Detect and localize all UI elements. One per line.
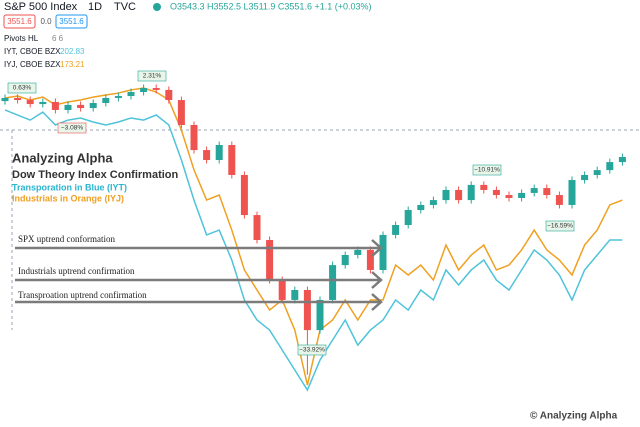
candle-body [618,157,626,163]
candle-body [429,200,437,205]
candle-body [530,188,538,193]
candle-body [89,103,97,109]
arrow [15,271,383,289]
candle-body [266,239,274,281]
pivot-label: −16.59% [547,223,573,230]
indicator-name: IYT, CBOE BZX [4,47,61,56]
candle-body [51,101,59,110]
arrow-label: Transproation uptrend confirmation [18,290,147,300]
candle-body [253,215,261,240]
candle-body [152,88,160,90]
note: Transporation in Blue (IYT) [12,182,127,192]
arrow [15,293,383,311]
candle-body [127,92,135,97]
candle-body [417,204,425,211]
arrow-label: SPX uptrend conformation [18,234,115,244]
candle-body [14,97,22,101]
candle-body [505,195,513,198]
status-dot [153,3,161,11]
candle-body [392,225,400,235]
candle-body [555,195,563,205]
symbol: S&P 500 Index [4,1,78,13]
source: TVC [114,1,136,13]
line-series [4,109,623,392]
sell-price[interactable]: 3551.6 [7,17,32,26]
pivot-label: 2.31% [143,73,162,80]
interval: 1D [88,1,102,13]
candle-body [177,100,185,125]
candle-body [190,124,198,151]
footer: © Analyzing Alpha [530,411,618,422]
candle-body [354,249,362,255]
candle-body [581,174,589,181]
pivot-box [137,70,167,82]
candle-body [316,299,324,331]
indicator-name: Pivots HL [4,34,39,43]
candle-body [379,234,387,270]
candle-body [291,290,299,300]
chart-title: Analyzing Alpha [12,150,113,165]
candle-body [467,184,475,201]
buy-button[interactable] [55,14,88,29]
candle-body [543,188,551,196]
buy-price[interactable]: 3551.6 [59,17,84,26]
candle-body [303,290,311,331]
candle-body [165,89,173,101]
sell-button[interactable] [3,14,36,29]
candle-body [278,280,286,300]
candle-body [606,162,614,171]
line-series [4,87,623,386]
pivot-box [7,82,37,94]
indicator-value: 6 6 [52,34,64,43]
pivot-box [545,220,575,232]
candle-body [518,192,526,198]
arrow [15,239,383,257]
candle-body [39,101,47,105]
candle-body [1,97,9,102]
candle-body [77,104,85,109]
candle-body [404,210,412,226]
indicator-value: 202.83 [60,47,85,56]
pivot-label: −10.91% [474,167,500,174]
candle-body [114,96,122,98]
candle-body [228,145,236,175]
candle-body [341,254,349,266]
candle-body [64,104,72,110]
candle-body [203,150,211,160]
spread: 0.0 [40,17,52,26]
candle-body [215,145,223,160]
pivot-box [297,344,327,356]
pivot-label: 0.63% [13,85,32,92]
candle-body [480,184,488,190]
arrow-label: Industrials uptrend confirmation [18,266,135,276]
candle-body [26,100,34,105]
pivot-box [472,164,502,176]
candle-body [102,97,110,104]
candle-body [366,249,374,270]
chart-subtitle: Dow Theory Index Confirmation [12,169,179,181]
candle-body [240,174,248,216]
candle-body [329,265,337,300]
candle-body [593,170,601,175]
pivot-label: −3.08% [61,125,83,132]
pivot-box [57,122,87,134]
note: Industrials in Orange (IYJ) [12,193,124,203]
candle-body [568,180,576,205]
indicator-value: 173.21 [60,60,85,69]
candle-body [140,88,148,93]
ohlc: O3543.3 H3552.5 L3511.9 C3551.6 +1.1 (+0… [170,1,372,11]
indicator-name: IYJ, CBOE BZX [4,60,61,69]
pivot-label: −33.92% [299,347,325,354]
candle-body [442,189,450,201]
candle-body [492,189,500,196]
candle-body [455,189,463,201]
